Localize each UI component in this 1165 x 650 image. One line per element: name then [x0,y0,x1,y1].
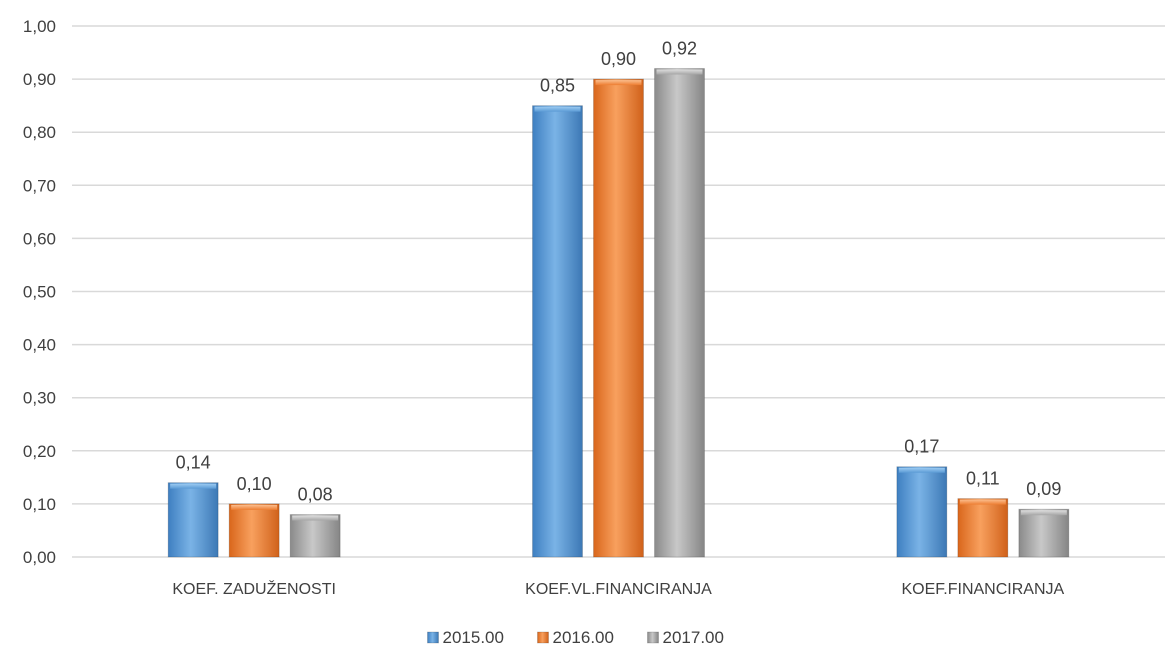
data-label: 0,90 [601,49,636,69]
y-tick-label: 0,70 [23,176,56,195]
bar-2017.00-2 [1018,508,1070,558]
legend: 2015.00 2016.00 2017.00 [427,628,724,647]
y-tick-label: 0,80 [23,123,56,142]
legend-label: 2015.00 [443,628,504,647]
data-label: 0,10 [237,474,272,494]
category-label: KOEF. ZADUŽENOSTI [172,579,336,598]
y-tick-label: 1,00 [23,17,56,36]
x-axis-category-labels: KOEF. ZADUŽENOSTI KOEF.VL.FINANCIRANJA KOE… [172,579,1064,598]
category-label: KOEF.VL.FINANCIRANJA [525,581,712,598]
category-label: KOEF.FINANCIRANJA [901,581,1064,598]
bar-2016.00-0 [228,503,280,558]
y-tick-label: 0,50 [23,283,56,302]
y-tick-label: 0,40 [23,336,56,355]
y-tick-label: 0,30 [23,389,56,408]
data-label: 0,11 [966,469,1000,489]
bar-2017.00-0 [289,514,341,558]
data-label: 0,09 [1026,479,1061,499]
bar-2016.00-1 [593,78,644,558]
y-tick-label: 0,20 [23,442,56,461]
y-tick-label: 0,10 [23,495,56,514]
y-tick-label: 0,60 [23,229,56,248]
bar-2015.00-2 [896,466,948,558]
bar-2015.00-0 [167,482,219,558]
data-label: 0,14 [176,453,211,473]
bar-2016.00-2 [957,498,1009,558]
legend-swatch [647,631,659,644]
bars [167,67,1070,558]
data-label: 0,17 [904,437,939,457]
data-labels: 0,14 0,10 0,08 0,85 0,90 0,92 0,17 0,11 0,09 [176,38,1062,504]
y-tick-label: 0,90 [23,70,56,89]
legend-label: 2016.00 [553,628,614,647]
legend-item-2017.00: 2017.00 [647,628,724,647]
data-label: 0,08 [298,485,333,505]
legend-swatch [427,631,439,644]
legend-item-2015.00: 2015.00 [427,628,504,647]
legend-swatch [537,631,549,644]
bar-2017.00-1 [654,67,705,558]
data-label: 0,92 [662,38,697,58]
y-axis-tick-labels: 0,00 0,10 0,20 0,30 0,40 0,50 0,60 0,70 0,80 0,90… [23,17,56,567]
data-label: 0,85 [540,76,575,96]
y-tick-label: 0,00 [23,548,56,567]
legend-label: 2017.00 [663,628,724,647]
legend-item-2016.00: 2016.00 [537,628,614,647]
bar-2015.00-1 [532,105,583,558]
